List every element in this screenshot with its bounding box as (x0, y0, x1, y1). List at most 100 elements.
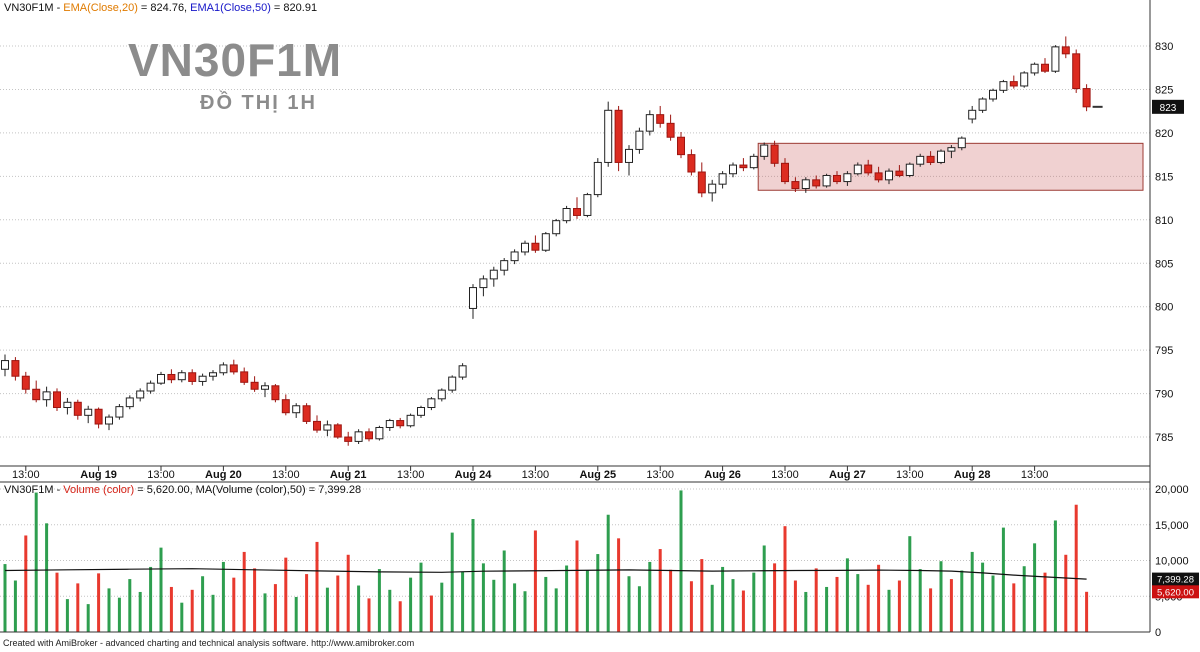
candle[interactable] (157, 371, 165, 385)
candle[interactable] (968, 105, 977, 124)
candle[interactable] (209, 370, 217, 381)
candle[interactable] (21, 371, 30, 394)
candle[interactable] (32, 380, 41, 403)
candle[interactable] (229, 359, 238, 375)
candle[interactable] (885, 168, 893, 185)
candle[interactable] (281, 394, 290, 416)
candle[interactable] (261, 382, 269, 398)
candle[interactable] (1, 354, 9, 377)
candle[interactable] (957, 136, 966, 151)
candle[interactable] (1072, 49, 1081, 93)
candle[interactable] (989, 88, 997, 102)
candle[interactable] (510, 249, 519, 265)
candle[interactable] (697, 162, 706, 198)
candle[interactable] (115, 404, 124, 420)
candle[interactable] (552, 218, 561, 237)
candle[interactable] (385, 418, 394, 431)
candle[interactable] (458, 363, 467, 380)
candle[interactable] (687, 149, 696, 176)
candle[interactable] (760, 142, 769, 160)
candle[interactable] (167, 369, 176, 384)
candle[interactable] (344, 431, 353, 446)
candle[interactable] (313, 415, 321, 433)
candle[interactable] (656, 105, 665, 128)
candle[interactable] (1061, 36, 1070, 59)
candle[interactable] (500, 258, 509, 276)
candle[interactable] (521, 240, 529, 256)
candle[interactable] (729, 162, 737, 178)
candle[interactable] (125, 395, 134, 410)
candle[interactable] (874, 166, 883, 183)
candle[interactable] (489, 266, 498, 287)
volume-bars-layer[interactable] (3, 490, 1089, 632)
candle[interactable] (749, 153, 758, 170)
candle[interactable] (625, 145, 633, 176)
candle[interactable] (271, 384, 280, 403)
candle[interactable] (843, 171, 852, 186)
candle[interactable] (916, 153, 925, 167)
candle[interactable] (541, 231, 550, 252)
candle[interactable] (666, 114, 675, 141)
candle[interactable] (323, 420, 332, 437)
candle[interactable] (250, 376, 259, 392)
candle[interactable] (292, 403, 301, 418)
candle[interactable] (1020, 71, 1029, 88)
candle[interactable] (583, 192, 592, 218)
candle[interactable] (562, 205, 571, 224)
candle[interactable] (999, 79, 1008, 93)
candle[interactable] (614, 105, 623, 172)
candle[interactable] (812, 175, 821, 189)
candle[interactable] (853, 162, 862, 176)
candle[interactable] (73, 399, 82, 420)
candle[interactable] (1082, 84, 1091, 112)
candle[interactable] (926, 151, 935, 166)
candle[interactable] (406, 413, 415, 428)
candle[interactable] (448, 375, 457, 393)
candle[interactable] (437, 388, 446, 402)
candle[interactable] (53, 388, 61, 411)
candle[interactable] (469, 284, 477, 319)
candle[interactable] (146, 380, 155, 394)
candle[interactable] (188, 369, 197, 385)
candle[interactable] (1051, 45, 1060, 73)
candle[interactable] (177, 370, 186, 383)
price-axis[interactable]: 830 825 820 815 810 805 800 795 790 785 823 (1152, 41, 1184, 444)
candle[interactable] (219, 362, 228, 376)
candle[interactable] (635, 127, 644, 154)
candle[interactable] (417, 405, 425, 418)
candle[interactable] (42, 386, 51, 407)
candle[interactable] (708, 179, 717, 202)
candle[interactable] (593, 158, 602, 198)
candle[interactable] (864, 159, 873, 176)
candle[interactable] (1030, 62, 1039, 76)
candle[interactable] (94, 407, 103, 429)
candle[interactable] (801, 177, 810, 193)
candle[interactable] (978, 97, 987, 113)
candle[interactable] (947, 145, 956, 159)
candle[interactable] (573, 197, 581, 219)
candles-layer[interactable] (1, 36, 1091, 446)
candle[interactable] (11, 357, 20, 381)
candle[interactable] (354, 429, 363, 445)
candle[interactable] (63, 397, 72, 415)
candle[interactable] (781, 158, 789, 185)
candle[interactable] (136, 388, 145, 402)
candle[interactable] (375, 425, 384, 441)
candle[interactable] (645, 110, 654, 136)
candle[interactable] (531, 235, 540, 253)
candle[interactable] (833, 171, 841, 185)
candle[interactable] (770, 140, 779, 167)
candle[interactable] (739, 158, 748, 172)
candle[interactable] (791, 177, 800, 192)
candle[interactable] (677, 132, 685, 159)
candle[interactable] (604, 101, 613, 167)
candle[interactable] (1009, 75, 1018, 89)
candle[interactable] (905, 162, 914, 178)
candle[interactable] (479, 275, 488, 297)
time-axis[interactable]: 13:00 Aug 19 13:00 Aug 20 13:00 Aug 21 13:00 Au… (12, 466, 1048, 481)
candle[interactable] (365, 428, 373, 442)
candle[interactable] (333, 423, 342, 439)
candle[interactable] (895, 165, 904, 178)
